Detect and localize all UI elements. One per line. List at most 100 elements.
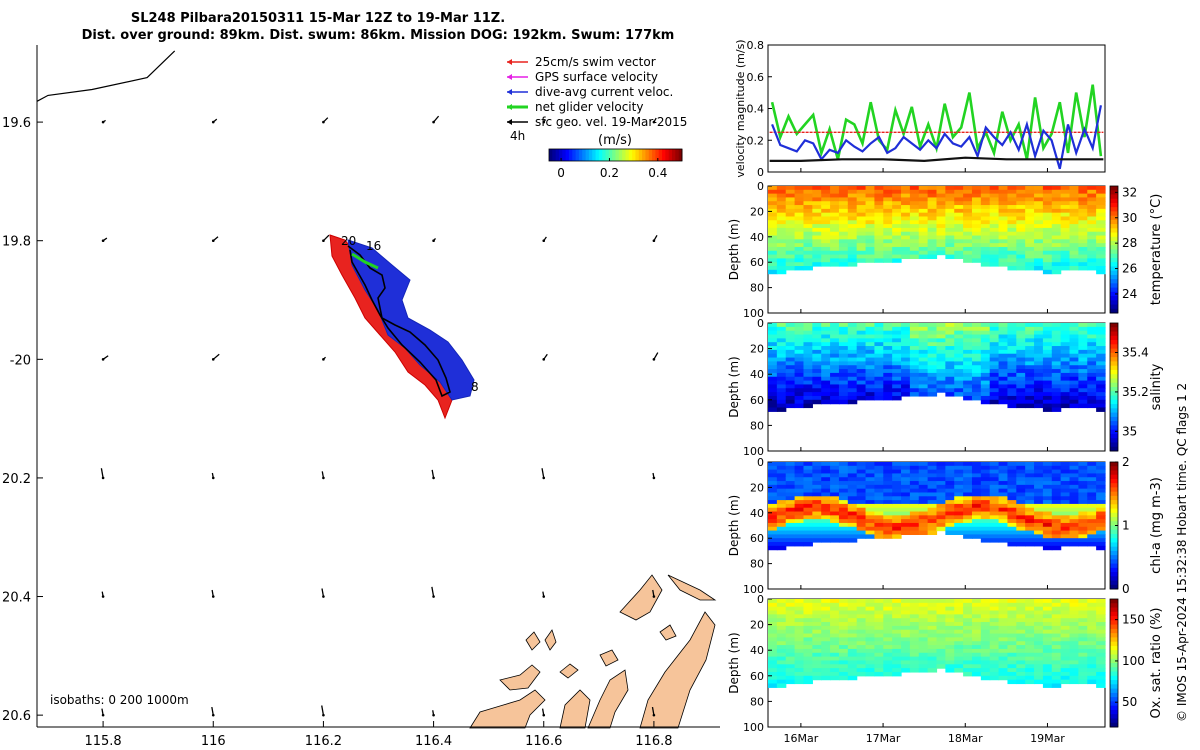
heatmap-cell <box>1096 496 1106 501</box>
heatmap-cell <box>1042 388 1053 393</box>
heatmap-cell <box>1016 326 1026 332</box>
heatmap-cell <box>936 511 946 516</box>
heatmap-cell <box>998 323 1009 328</box>
heatmap-cell <box>794 519 805 524</box>
heatmap-cell <box>768 269 778 275</box>
heatmap-cell <box>963 193 973 199</box>
heatmap-cell <box>776 361 787 366</box>
heatmap-cell <box>821 629 831 635</box>
heatmap-cell <box>830 606 840 612</box>
heatmap-cell <box>989 660 1000 665</box>
heatmap-cell <box>1078 515 1088 520</box>
heatmap-cell <box>1034 473 1044 478</box>
heatmap-cell <box>971 326 982 332</box>
heatmap-cell <box>989 372 1000 378</box>
heatmap-cell <box>768 488 778 494</box>
heatmap-cell <box>989 645 1000 650</box>
heatmap-cell <box>821 384 831 389</box>
panel-colorbar-cell <box>1110 555 1118 560</box>
heatmap-cell <box>945 599 955 604</box>
heatmap-cell <box>971 186 982 191</box>
heatmap-cell <box>1007 338 1017 343</box>
heatmap-cell <box>883 656 893 662</box>
heatmap-cell <box>998 243 1009 248</box>
heatmap-cell <box>803 622 813 627</box>
heatmap-cell <box>830 334 840 339</box>
heatmap-cell <box>785 395 796 401</box>
heatmap-cell <box>1016 189 1026 195</box>
heatmap-cell <box>847 641 858 646</box>
panel-colorbar-cell <box>1110 219 1118 225</box>
heatmap-cell <box>1051 522 1062 528</box>
heatmap-cell <box>989 216 1000 221</box>
heatmap-cell <box>785 334 796 339</box>
current-arrow-tail <box>211 358 215 361</box>
heatmap-cell <box>945 484 955 490</box>
heatmap-cell <box>971 492 982 497</box>
heatmap-cell <box>856 625 867 631</box>
heatmap-cell <box>1096 656 1106 662</box>
heatmap-cell <box>1025 614 1035 619</box>
heatmap-cell <box>856 254 867 259</box>
current-arrow-tail <box>322 476 325 480</box>
heatmap-cell <box>963 602 973 608</box>
heatmap-cell <box>847 477 858 482</box>
heatmap-cell <box>794 231 805 237</box>
heatmap-cell <box>909 606 920 612</box>
heatmap-cell <box>865 511 876 516</box>
heatmap-cell <box>1051 465 1062 471</box>
heatmap-cell <box>1034 212 1044 218</box>
heatmap-cell <box>998 220 1009 225</box>
panel-colorbar-cell <box>1110 253 1118 259</box>
heatmap-cell <box>963 492 973 497</box>
heatmap-cell <box>794 403 805 409</box>
heatmap-cell <box>1051 193 1062 199</box>
heatmap-cell <box>909 488 920 494</box>
panel-colorbar-cell <box>1110 462 1118 467</box>
heatmap-cell <box>785 342 796 347</box>
heatmap-cell <box>1007 369 1017 374</box>
heatmap-cell <box>1087 503 1097 509</box>
heatmap-cell <box>883 602 893 608</box>
panel-colorbar-cell <box>1110 365 1118 371</box>
heatmap-cell <box>963 668 973 673</box>
heatmap-cell <box>1051 637 1062 642</box>
heatmap-cell <box>1042 399 1053 405</box>
heatmap-cell <box>901 338 911 343</box>
heatmap-cell <box>936 473 946 478</box>
heatmap-cell <box>918 473 929 478</box>
heatmap-cell <box>1060 614 1071 619</box>
heatmap-cell <box>963 599 973 604</box>
heatmap-cell <box>847 346 858 351</box>
heatmap-cell <box>847 652 858 658</box>
heatmap-cell <box>954 342 964 347</box>
heatmap-cell <box>830 625 840 631</box>
heatmap-cell <box>803 338 813 343</box>
heatmap-cell <box>838 239 849 244</box>
heatmap-cell <box>892 602 902 608</box>
heatmap-cell <box>945 477 955 482</box>
heatmap-cell <box>927 610 938 615</box>
heatmap-cell <box>901 522 911 528</box>
heatmap-cell <box>830 645 840 650</box>
heatmap-cell <box>1016 388 1026 393</box>
heatmap-cell <box>989 671 1000 677</box>
heatmap-cell <box>856 652 867 658</box>
heatmap-cell <box>768 330 778 336</box>
heatmap-cell <box>1096 346 1106 351</box>
heatmap-cell <box>794 357 805 362</box>
heatmap-cell <box>1096 645 1106 650</box>
heatmap-cell <box>963 365 973 370</box>
track-time-label: 8 <box>471 380 479 394</box>
heatmap-cell <box>847 534 858 539</box>
heatmap-cell <box>936 212 946 218</box>
heatmap-cell <box>803 610 813 615</box>
heatmap-cell <box>821 262 831 267</box>
heatmap-cell <box>865 189 876 195</box>
heatmap-cell <box>1025 511 1035 516</box>
heatmap-cell <box>776 602 787 608</box>
heatmap-cell <box>1078 186 1088 191</box>
heatmap-cell <box>1016 353 1026 359</box>
heatmap-cell <box>785 235 796 240</box>
heatmap-cell <box>1051 610 1062 615</box>
